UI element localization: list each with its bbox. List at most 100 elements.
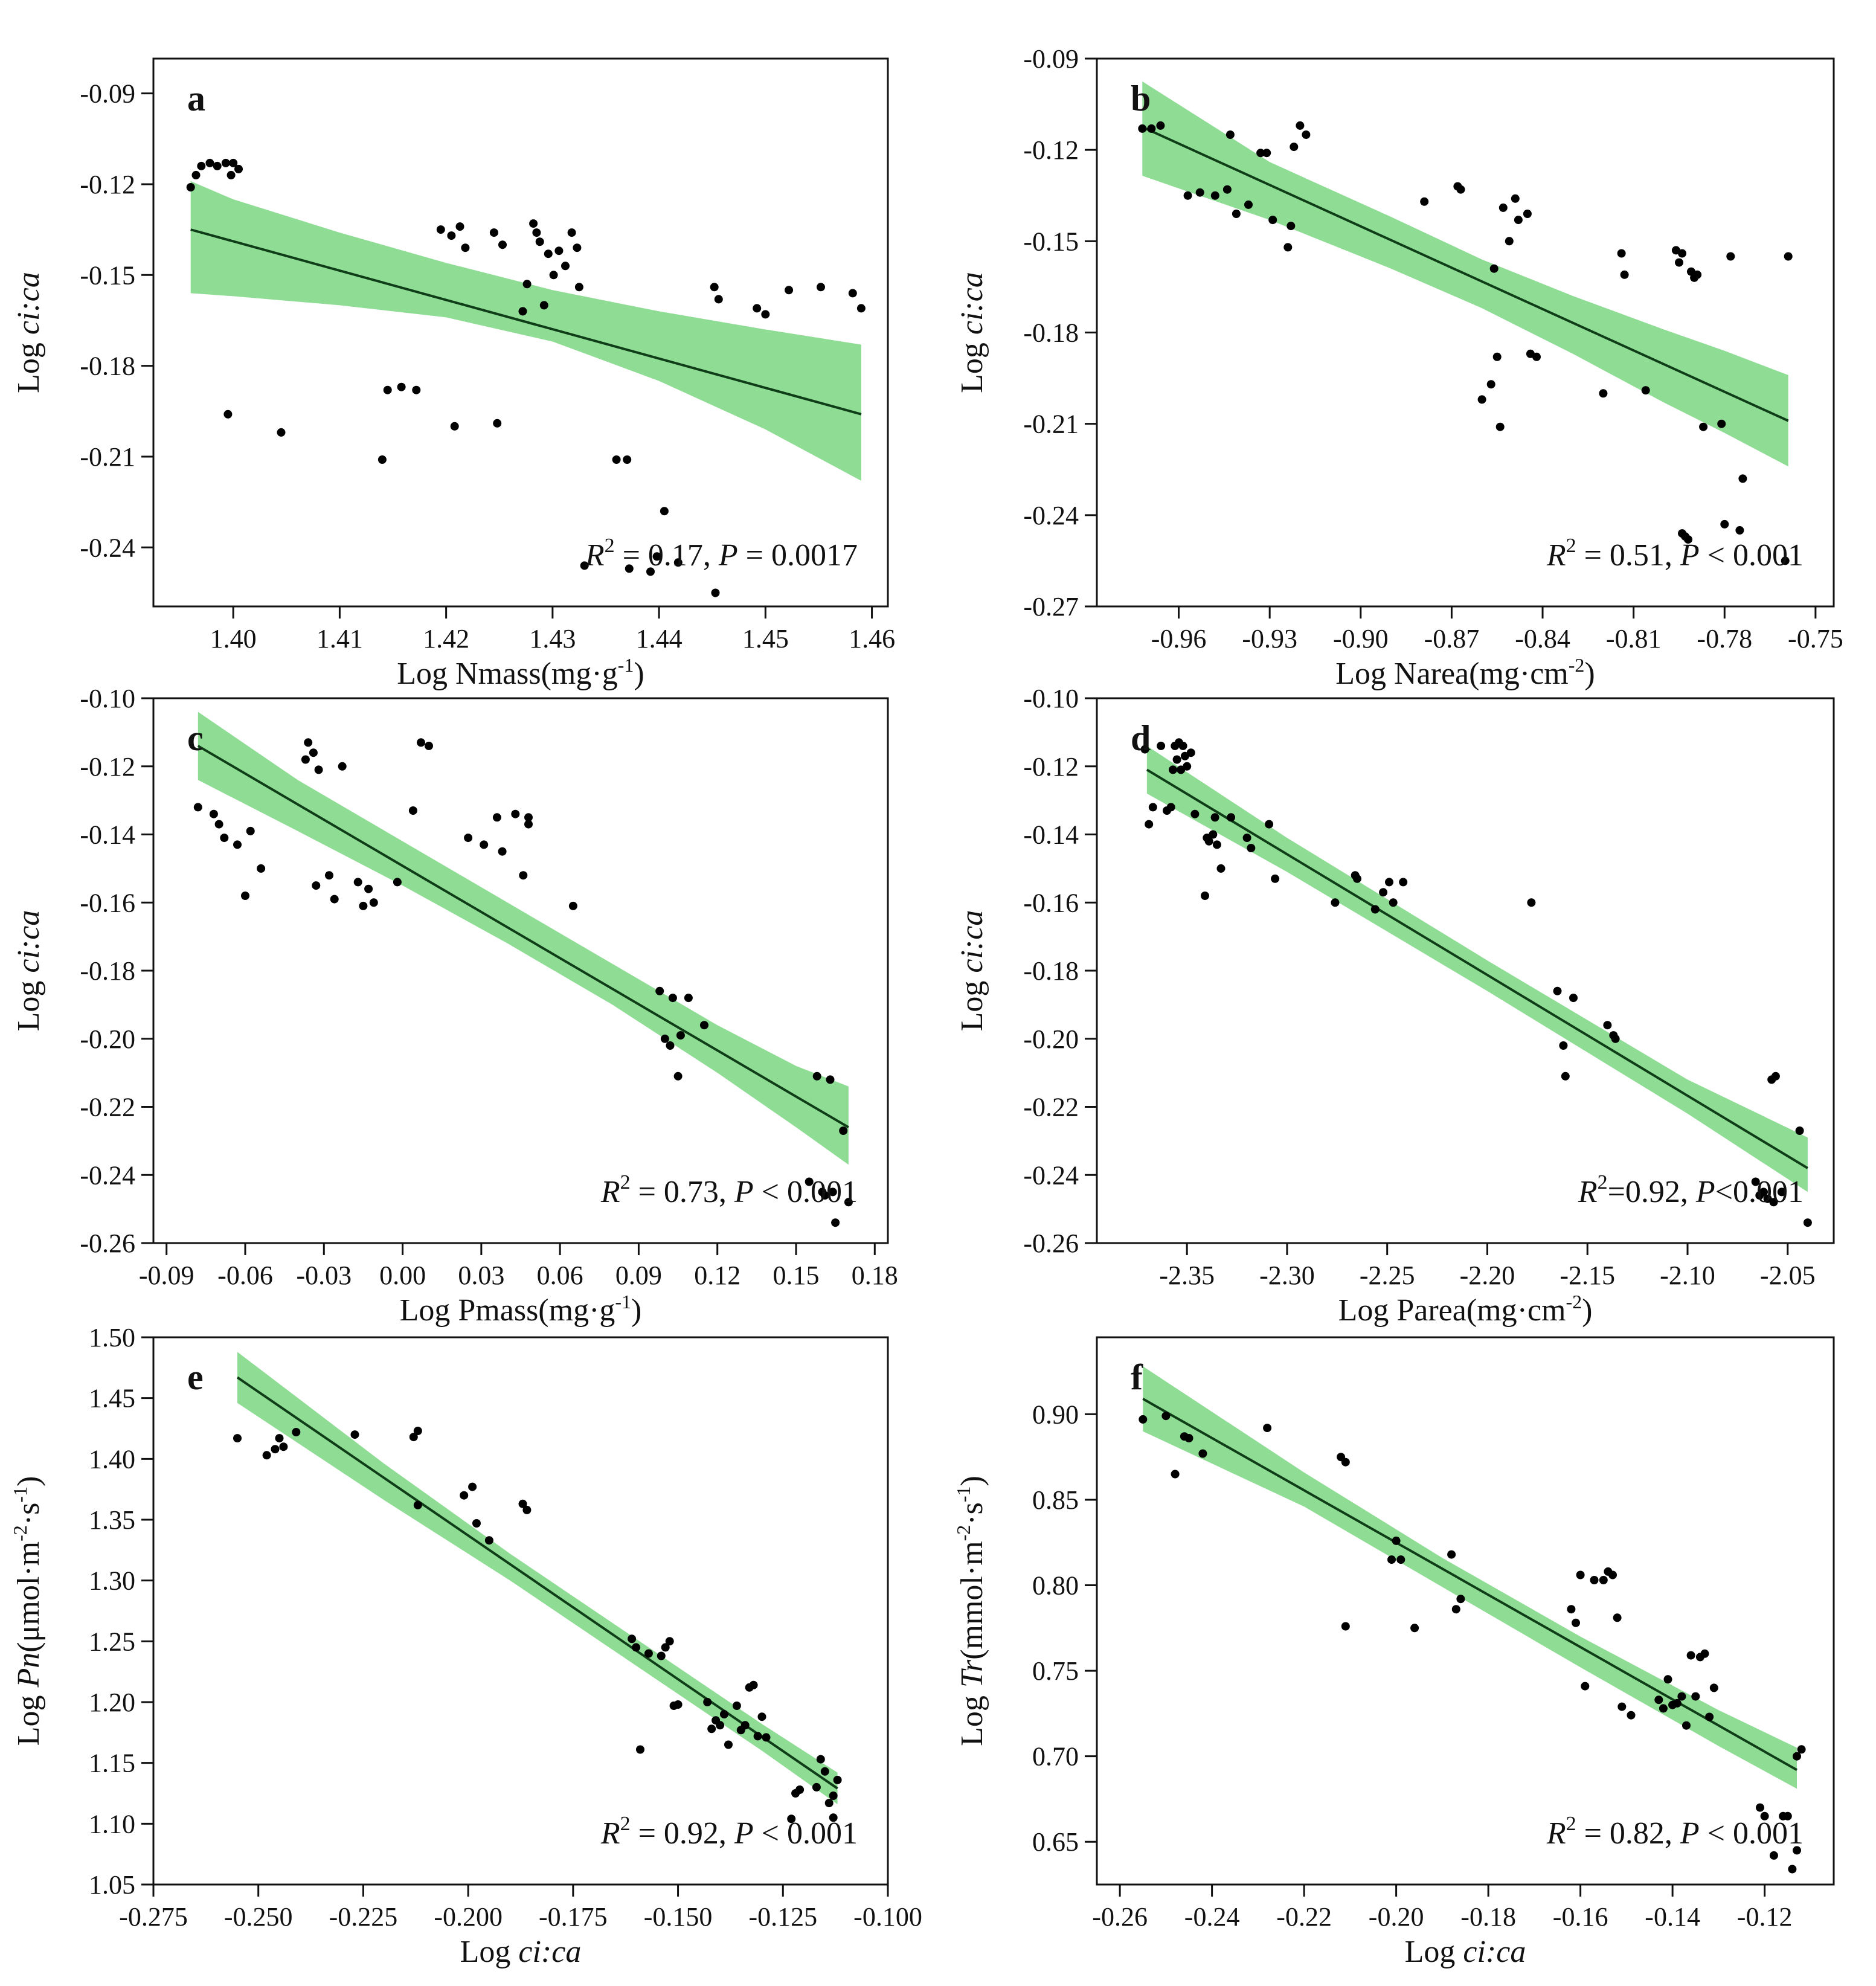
confidence-band <box>190 181 861 481</box>
data-point <box>325 871 333 880</box>
data-point <box>673 1072 683 1081</box>
data-point <box>209 809 218 818</box>
data-point <box>844 1198 853 1207</box>
data-point <box>524 813 533 822</box>
data-point <box>554 246 564 255</box>
data-point <box>1451 1605 1460 1614</box>
data-point <box>393 878 402 887</box>
x-tick-label: -0.90 <box>1333 624 1389 654</box>
data-point <box>1169 765 1177 774</box>
y-tick-label: 0.65 <box>1032 1827 1079 1857</box>
panel-letter: a <box>187 79 205 118</box>
data-point <box>1793 1846 1801 1855</box>
data-point <box>233 840 242 849</box>
data-point <box>1157 741 1166 750</box>
data-point <box>1705 1712 1714 1721</box>
data-point <box>1693 270 1702 279</box>
data-point <box>1684 535 1692 544</box>
y-tick-label: 1.30 <box>89 1566 135 1596</box>
panel-b: -0.96 -0.93 -0.90 -0.87 -0.84 -0.81 -0.78 -0.75… <box>955 44 1843 691</box>
data-point <box>518 307 527 316</box>
x-tick-label: -0.225 <box>329 1902 398 1932</box>
data-point <box>1686 1651 1695 1660</box>
data-point <box>518 1499 527 1508</box>
x-tick-label: 1.46 <box>849 624 895 654</box>
x-tick-label: 0.00 <box>379 1261 426 1290</box>
data-point <box>1677 1692 1686 1701</box>
data-point <box>1399 878 1408 887</box>
x-tick-label: -0.87 <box>1424 624 1480 654</box>
panel-a: 1.40 1.41 1.42 1.43 1.44 1.45 1.46 -0.24 -0.21 -0… <box>11 57 895 691</box>
data-point <box>673 558 683 567</box>
data-point <box>1341 1457 1350 1467</box>
data-point <box>1599 1576 1608 1584</box>
data-point <box>314 765 323 774</box>
y-tick-label: -0.15 <box>1023 227 1079 256</box>
data-point <box>795 1785 805 1794</box>
x-tick-label: 0.06 <box>537 1261 583 1290</box>
x-tick-label: -2.30 <box>1259 1261 1315 1290</box>
data-point <box>1392 1536 1401 1545</box>
data-point <box>612 455 621 464</box>
data-point <box>1256 149 1265 158</box>
y-tick-label: -0.20 <box>80 1024 135 1054</box>
y-tick-label: 1.15 <box>89 1749 135 1778</box>
x-tick-label: 1.40 <box>210 624 257 654</box>
data-point <box>820 1191 829 1200</box>
data-point <box>1682 1721 1691 1730</box>
data-point <box>1389 898 1398 907</box>
data-point <box>1145 820 1154 829</box>
data-point <box>1499 203 1508 212</box>
x-tick-label: -2.20 <box>1460 1261 1515 1290</box>
data-point <box>1678 249 1686 258</box>
data-point <box>724 1740 733 1749</box>
y-tick-label: -0.16 <box>1023 888 1079 917</box>
y-tick-label: 1.50 <box>89 1323 135 1352</box>
y-tick-label: 1.40 <box>89 1444 135 1474</box>
y-tick-label: 0.80 <box>1032 1571 1079 1601</box>
y-tick-label: -0.16 <box>80 888 135 917</box>
data-point <box>831 1218 840 1227</box>
y-tick-label: -0.26 <box>1023 1229 1079 1258</box>
data-point <box>655 986 664 995</box>
data-point <box>1569 994 1578 1003</box>
x-tick-label: -2.15 <box>1560 1261 1615 1290</box>
x-tick-label: -0.06 <box>217 1261 273 1290</box>
x-tick-label: -2.35 <box>1159 1261 1215 1290</box>
x-tick-label: 0.18 <box>852 1261 898 1290</box>
data-point <box>233 1434 242 1443</box>
data-point <box>193 803 202 812</box>
data-point <box>1232 210 1241 218</box>
data-point <box>1599 389 1608 398</box>
x-tick-label: 0.03 <box>458 1261 504 1290</box>
y-tick-label: -0.12 <box>80 170 135 199</box>
x-tick-label: -0.26 <box>1092 1902 1148 1932</box>
y-tick-label: -0.18 <box>80 956 135 986</box>
y-tick-label: -0.12 <box>80 752 135 782</box>
y-tick-label: -0.22 <box>1023 1093 1079 1122</box>
data-point <box>568 901 577 910</box>
data-point <box>1672 1698 1682 1708</box>
data-point <box>544 249 553 259</box>
data-point <box>1720 519 1729 529</box>
y-tick-label: -0.18 <box>1023 956 1079 986</box>
data-point <box>1663 1675 1672 1684</box>
data-point <box>1486 380 1495 389</box>
data-point <box>1331 898 1340 907</box>
data-point <box>1222 185 1232 194</box>
data-point <box>1659 1704 1668 1713</box>
x-tick-label: -0.125 <box>748 1902 817 1932</box>
x-tick-label: -0.275 <box>119 1902 188 1932</box>
data-point <box>1210 813 1219 822</box>
regression-line <box>1142 1398 1797 1772</box>
data-point <box>805 1177 814 1186</box>
data-point <box>1641 386 1650 395</box>
data-point <box>450 422 459 431</box>
data-point <box>673 1700 683 1709</box>
data-point <box>447 231 456 240</box>
y-tick-label: -0.14 <box>1023 820 1079 850</box>
data-point <box>1617 249 1626 258</box>
x-tick-label: 1.43 <box>529 624 576 654</box>
panel-f: -0.26 -0.24 -0.22 -0.20 -0.18 -0.16 -0.14 -0.12… <box>952 1336 1835 1969</box>
data-point <box>493 419 502 428</box>
